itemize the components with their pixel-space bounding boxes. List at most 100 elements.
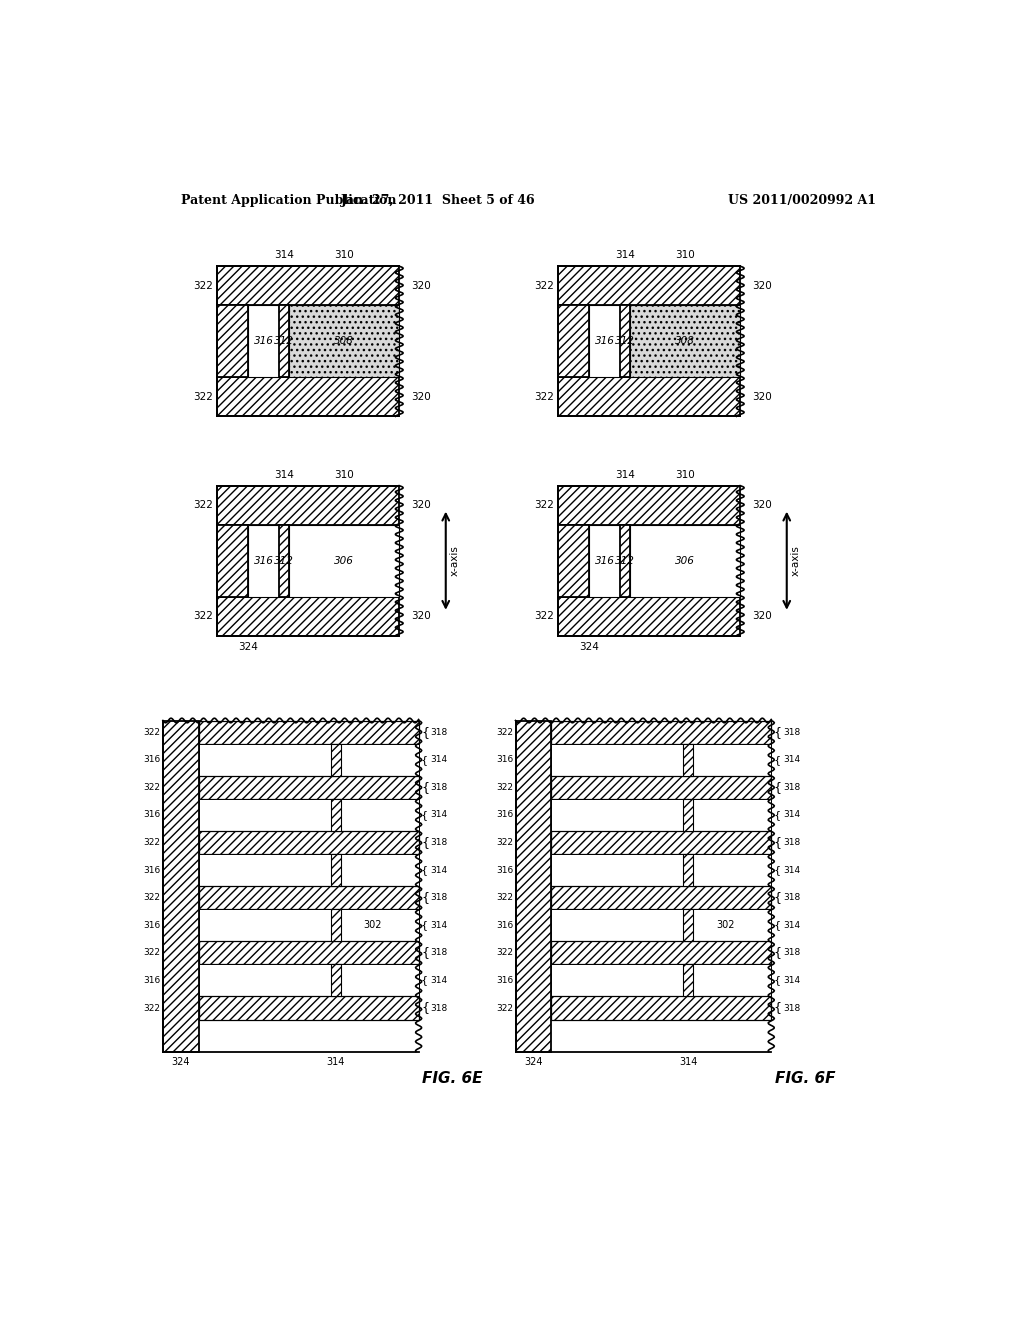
Text: {: { — [773, 1002, 781, 1015]
Text: {: { — [773, 755, 780, 764]
Text: 318: 318 — [783, 894, 800, 902]
Text: 316: 316 — [595, 556, 614, 566]
Text: 318: 318 — [430, 894, 447, 902]
Text: {: { — [773, 726, 781, 739]
Text: 320: 320 — [412, 281, 431, 290]
Text: 316: 316 — [595, 337, 614, 346]
Text: 316: 316 — [254, 556, 273, 566]
Bar — [551, 799, 771, 830]
Text: 312: 312 — [615, 556, 635, 566]
Bar — [248, 524, 280, 597]
Text: 322: 322 — [194, 281, 213, 290]
Text: 320: 320 — [753, 281, 772, 290]
Bar — [683, 909, 693, 941]
Bar — [331, 909, 341, 941]
Text: {: { — [421, 891, 429, 904]
Text: 316: 316 — [143, 921, 161, 929]
Bar — [683, 965, 693, 997]
Bar — [558, 597, 740, 636]
Text: 314: 314 — [274, 470, 294, 480]
Text: {: { — [773, 920, 780, 931]
Bar — [515, 721, 551, 1052]
Text: 318: 318 — [783, 1003, 800, 1012]
Bar — [551, 997, 771, 1019]
Text: {: { — [421, 1002, 429, 1015]
Text: 316: 316 — [496, 921, 513, 929]
Bar — [217, 378, 399, 416]
Text: 318: 318 — [430, 838, 447, 847]
Text: 322: 322 — [143, 727, 161, 737]
Text: 312: 312 — [615, 337, 635, 346]
Text: 316: 316 — [143, 755, 161, 764]
Text: 318: 318 — [430, 783, 447, 792]
Text: 318: 318 — [783, 838, 800, 847]
Text: 314: 314 — [783, 810, 800, 820]
Text: 314: 314 — [274, 251, 294, 260]
Text: 322: 322 — [194, 392, 213, 401]
Bar — [199, 965, 419, 997]
Text: 312: 312 — [274, 337, 294, 346]
Text: 310: 310 — [334, 470, 354, 480]
Text: 310: 310 — [675, 251, 695, 260]
Bar — [280, 305, 289, 378]
Text: 322: 322 — [497, 838, 513, 847]
Text: 318: 318 — [430, 948, 447, 957]
Text: 314: 314 — [783, 866, 800, 875]
Text: 302: 302 — [364, 920, 382, 931]
Text: 322: 322 — [143, 1003, 161, 1012]
Bar — [551, 854, 771, 886]
Text: 320: 320 — [412, 611, 431, 622]
Text: 314: 314 — [430, 810, 447, 820]
Bar — [551, 830, 771, 854]
Text: {: { — [421, 755, 428, 764]
Text: 322: 322 — [497, 1003, 513, 1012]
Text: 322: 322 — [535, 281, 554, 290]
Bar — [551, 721, 771, 743]
Text: 324: 324 — [524, 1057, 543, 1068]
Bar — [289, 305, 399, 378]
Text: {: { — [773, 836, 781, 849]
Bar — [280, 524, 289, 597]
Bar — [248, 305, 280, 378]
Text: 316: 316 — [496, 866, 513, 875]
Text: {: { — [421, 780, 429, 793]
Text: 310: 310 — [334, 251, 354, 260]
Text: {: { — [773, 946, 781, 960]
Bar — [551, 776, 771, 799]
Text: 316: 316 — [143, 975, 161, 985]
Text: 322: 322 — [497, 948, 513, 957]
Bar — [630, 305, 740, 378]
Text: 314: 314 — [430, 866, 447, 875]
Text: 310: 310 — [675, 470, 695, 480]
Text: {: { — [421, 975, 428, 986]
Bar — [558, 486, 740, 524]
Text: 320: 320 — [412, 500, 431, 510]
Text: {: { — [773, 975, 780, 986]
Bar — [558, 378, 740, 416]
Bar — [558, 305, 589, 378]
Text: {: { — [421, 836, 429, 849]
Bar — [558, 524, 589, 597]
Bar — [217, 597, 399, 636]
Bar — [630, 524, 740, 597]
Text: 312: 312 — [274, 556, 294, 566]
Text: 322: 322 — [143, 894, 161, 902]
Text: 322: 322 — [143, 783, 161, 792]
Text: 324: 324 — [580, 642, 599, 652]
Bar — [331, 965, 341, 997]
Text: 322: 322 — [143, 838, 161, 847]
Text: {: { — [421, 920, 428, 931]
Text: FIG. 6E: FIG. 6E — [423, 1071, 483, 1086]
Text: 306: 306 — [334, 556, 354, 566]
Text: 318: 318 — [430, 1003, 447, 1012]
Bar — [217, 524, 248, 597]
Text: 320: 320 — [753, 392, 772, 401]
Bar — [683, 854, 693, 886]
Text: 322: 322 — [497, 783, 513, 792]
Text: 316: 316 — [496, 975, 513, 985]
Text: 322: 322 — [535, 392, 554, 401]
Bar — [558, 267, 740, 305]
Text: {: { — [421, 810, 428, 820]
Bar — [589, 524, 621, 597]
Text: 308: 308 — [334, 337, 354, 346]
